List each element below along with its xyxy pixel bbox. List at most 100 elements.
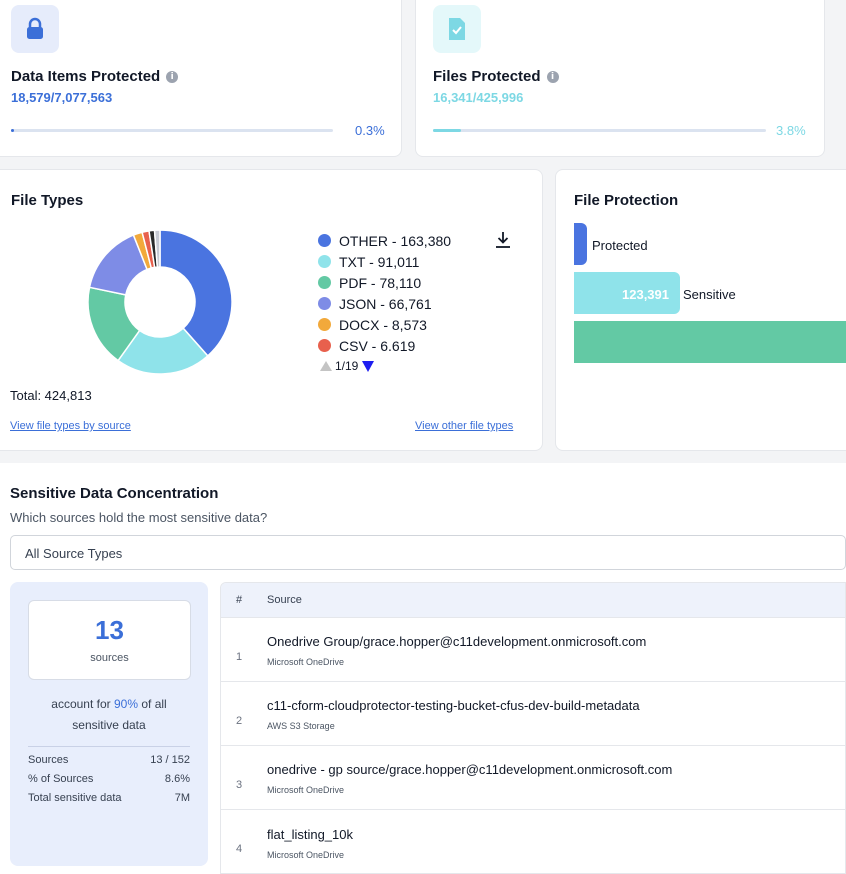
legend-item[interactable]: DOCX - 8,573 xyxy=(318,314,451,335)
legend-item[interactable]: PDF - 78,110 xyxy=(318,272,451,293)
file-types-donut-chart xyxy=(87,229,233,375)
source-count-box: 13 sources xyxy=(28,600,191,680)
summary-divider xyxy=(28,746,190,747)
protected-bar[interactable] xyxy=(574,223,587,265)
summary-row-label: Sources xyxy=(28,754,69,766)
sensitive-bar[interactable] xyxy=(574,272,680,314)
file-types-title: File Types xyxy=(11,192,84,209)
files-progress-track xyxy=(433,129,766,132)
view-other-types-link[interactable]: View other file types xyxy=(415,420,514,432)
table-row[interactable]: 1 Onedrive Group/grace.hopper@c11develop… xyxy=(221,618,845,682)
source-count: 13 xyxy=(95,615,124,645)
legend-item[interactable]: OTHER - 163,380 xyxy=(318,230,451,251)
legend-label: PDF - 78,110 xyxy=(339,274,422,291)
lock-icon xyxy=(27,17,43,39)
col-source-header[interactable]: Source xyxy=(267,594,302,606)
file-protection-title: File Protection xyxy=(574,192,679,209)
row-source-type: Microsoft OneDrive xyxy=(267,849,345,860)
legend-label: CSV - 6.619 xyxy=(339,337,416,354)
row-num: 4 xyxy=(235,843,243,855)
legend-dot xyxy=(318,276,331,289)
pager-up-icon[interactable] xyxy=(320,361,332,371)
data-items-progress-track xyxy=(11,129,333,132)
row-source-name: flat_listing_10k xyxy=(267,826,353,842)
col-num-header[interactable]: # xyxy=(235,594,243,606)
legend-item[interactable]: JSON - 66,761 xyxy=(318,293,451,314)
account-prefix: account for xyxy=(51,697,114,711)
row-source-type: Microsoft OneDrive xyxy=(267,785,345,795)
file-types-total: Total: 424,813 xyxy=(10,388,92,403)
data-items-percent: 0.3% xyxy=(355,123,385,138)
summary-row-value: 7M xyxy=(174,792,190,804)
legend-dot xyxy=(318,318,331,331)
account-line2: sensitive data xyxy=(72,718,146,732)
files-card: Files Protected i 16,341/425,996 3.8% xyxy=(415,0,825,157)
row-source-name: Onedrive Group/grace.hopper@c11developme… xyxy=(267,634,647,649)
sensitive-value: 123,391 xyxy=(622,287,669,302)
row-source-name: c11-cform-cloudprotector-testing-bucket-… xyxy=(267,698,640,713)
donut-slice-other[interactable] xyxy=(159,229,233,357)
lock-icon-wrap xyxy=(11,5,59,53)
legend-dot xyxy=(318,234,331,247)
files-progress-fill xyxy=(433,129,461,132)
file-types-legend: OTHER - 163,380 TXT - 91,011 PDF - 78,11… xyxy=(318,230,451,376)
info-icon[interactable]: i xyxy=(166,70,179,83)
row-source-name: onedrive - gp source/grace.hopper@c11dev… xyxy=(267,762,673,777)
legend-dot xyxy=(318,297,331,310)
summary-panel: 13 sources account for 90% of all sensit… xyxy=(10,582,208,866)
legend-item[interactable]: CSV - 6.619 xyxy=(318,335,451,356)
data-items-title-text: Data Items Protected xyxy=(11,68,161,85)
sensitive-heading: Sensitive Data Concentration xyxy=(10,485,219,502)
row-source-type: AWS S3 Storage xyxy=(267,721,335,731)
legend-dot xyxy=(318,339,331,352)
sources-table: # Source 1 Onedrive Group/grace.hopper@c… xyxy=(220,582,846,874)
sensitive-label: Sensitive xyxy=(683,287,736,302)
data-items-progress-fill xyxy=(11,129,14,132)
files-title: Files Protected i xyxy=(433,68,559,85)
summary-row-value: 13 / 152 xyxy=(150,754,190,766)
legend-label: DOCX - 8,573 xyxy=(339,316,427,333)
summary-row-label: % of Sources xyxy=(28,773,94,785)
row-num: 2 xyxy=(235,714,243,727)
summary-row: Total sensitive data 7M xyxy=(28,792,190,804)
legend-label: OTHER - 163,380 xyxy=(339,232,452,249)
legend-label: JSON - 66,761 xyxy=(339,295,432,312)
files-percent: 3.8% xyxy=(776,123,806,138)
file-check-icon xyxy=(449,18,465,40)
third-bar[interactable] xyxy=(574,321,846,363)
legend-label: TXT - 91,011 xyxy=(339,253,420,270)
donut-slice-misc-2[interactable] xyxy=(153,229,161,268)
data-items-value: 18,579/7,077,563 xyxy=(11,90,113,105)
row-num: 3 xyxy=(235,778,243,791)
summary-row-label: Total sensitive data xyxy=(28,792,122,804)
source-type-select[interactable]: All Source Types xyxy=(10,535,846,570)
files-value: 16,341/425,996 xyxy=(433,90,524,105)
table-row[interactable]: 4 flat_listing_10k Microsoft OneDrive xyxy=(221,810,845,873)
legend-item[interactable]: TXT - 91,011 xyxy=(318,251,451,272)
summary-row: Sources 13 / 152 xyxy=(28,754,190,766)
files-title-text: Files Protected xyxy=(433,68,541,85)
pager-down-icon[interactable] xyxy=(362,360,375,372)
account-text: account for 90% of all sensitive data xyxy=(20,694,198,736)
row-num: 1 xyxy=(235,650,243,663)
table-row[interactable]: 2 c11-cform-cloudprotector-testing-bucke… xyxy=(221,682,845,746)
row-source-type: Microsoft OneDrive xyxy=(267,657,345,667)
account-pct: 90% xyxy=(113,697,139,711)
legend-pager: 1/19 xyxy=(320,356,451,376)
source-count-unit: sources xyxy=(90,652,129,664)
data-items-card: Data Items Protected i 18,579/7,077,563 … xyxy=(0,0,402,157)
view-by-source-link[interactable]: View file types by source xyxy=(10,420,131,432)
table-header: # Source xyxy=(221,583,845,618)
summary-row-value: 8.6% xyxy=(164,773,190,785)
protected-label: Protected xyxy=(592,238,648,253)
download-icon[interactable] xyxy=(494,230,512,250)
file-icon-wrap xyxy=(433,5,481,53)
table-row[interactable]: 3 onedrive - gp source/grace.hopper@c11d… xyxy=(221,746,845,810)
sensitive-subheading: Which sources hold the most sensitive da… xyxy=(10,510,268,525)
summary-row: % of Sources 8.6% xyxy=(28,773,190,785)
pager-label: 1/19 xyxy=(335,359,359,373)
legend-dot xyxy=(318,255,331,268)
account-suffix: of all xyxy=(138,697,167,711)
info-icon[interactable]: i xyxy=(546,70,559,83)
data-items-title: Data Items Protected i xyxy=(11,68,179,85)
